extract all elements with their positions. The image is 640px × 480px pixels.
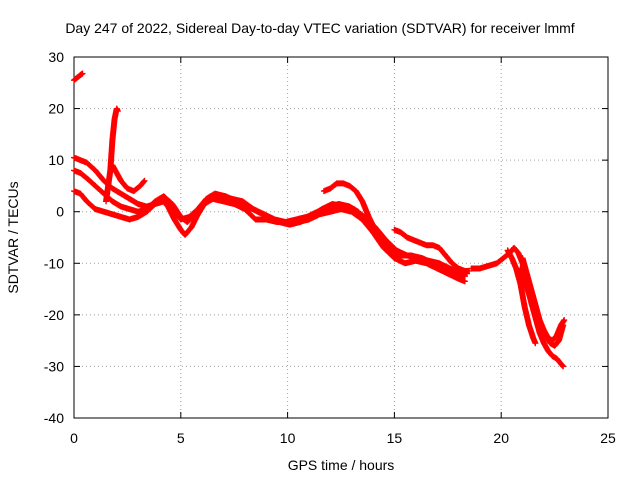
y-tick-label: 20 xyxy=(48,101,64,117)
series-track-1 xyxy=(71,70,86,84)
series-markers xyxy=(320,180,398,256)
grid xyxy=(74,57,608,418)
series-markers xyxy=(504,247,539,347)
series-track-10 xyxy=(504,247,539,347)
plot-frame xyxy=(73,56,609,419)
x-tick-label: 20 xyxy=(493,430,509,446)
x-tick-label: 5 xyxy=(177,430,185,446)
y-tick-label: 30 xyxy=(48,49,64,65)
y-tick-label: -20 xyxy=(44,307,64,323)
y-axis-label: SDTVAR / TECUs xyxy=(5,181,21,293)
series-track-6 xyxy=(109,162,148,195)
series-track-12 xyxy=(519,255,568,344)
x-tick-label: 15 xyxy=(387,430,403,446)
y-tick-label: -40 xyxy=(44,410,64,426)
series-track-4 xyxy=(71,154,471,277)
x-axis-label: GPS time / hours xyxy=(288,457,395,473)
axis-ticks: 0 5 10 15 20 25 -40 -30 -20 -10 0 10 20 30 xyxy=(44,49,616,446)
series-markers xyxy=(71,154,471,277)
series-markers xyxy=(103,105,121,205)
series-markers xyxy=(519,255,568,344)
data-series xyxy=(71,70,568,370)
series-markers xyxy=(391,226,473,275)
chart-title: Day 247 of 2022, Sidereal Day-to-day VTE… xyxy=(65,20,574,36)
y-tick-label: 0 xyxy=(56,204,64,220)
series-track-5 xyxy=(103,105,121,205)
series-markers xyxy=(71,70,86,84)
series-track-7 xyxy=(320,180,398,256)
x-tick-label: 10 xyxy=(280,430,296,446)
y-tick-label: -30 xyxy=(44,358,64,374)
plot-border xyxy=(73,56,609,419)
series-track-8 xyxy=(391,226,473,275)
series-markers xyxy=(109,162,148,195)
y-tick-label: -10 xyxy=(44,255,64,271)
x-tick-label: 25 xyxy=(600,430,616,446)
x-tick-label: 0 xyxy=(70,430,78,446)
y-tick-label: 10 xyxy=(48,152,64,168)
